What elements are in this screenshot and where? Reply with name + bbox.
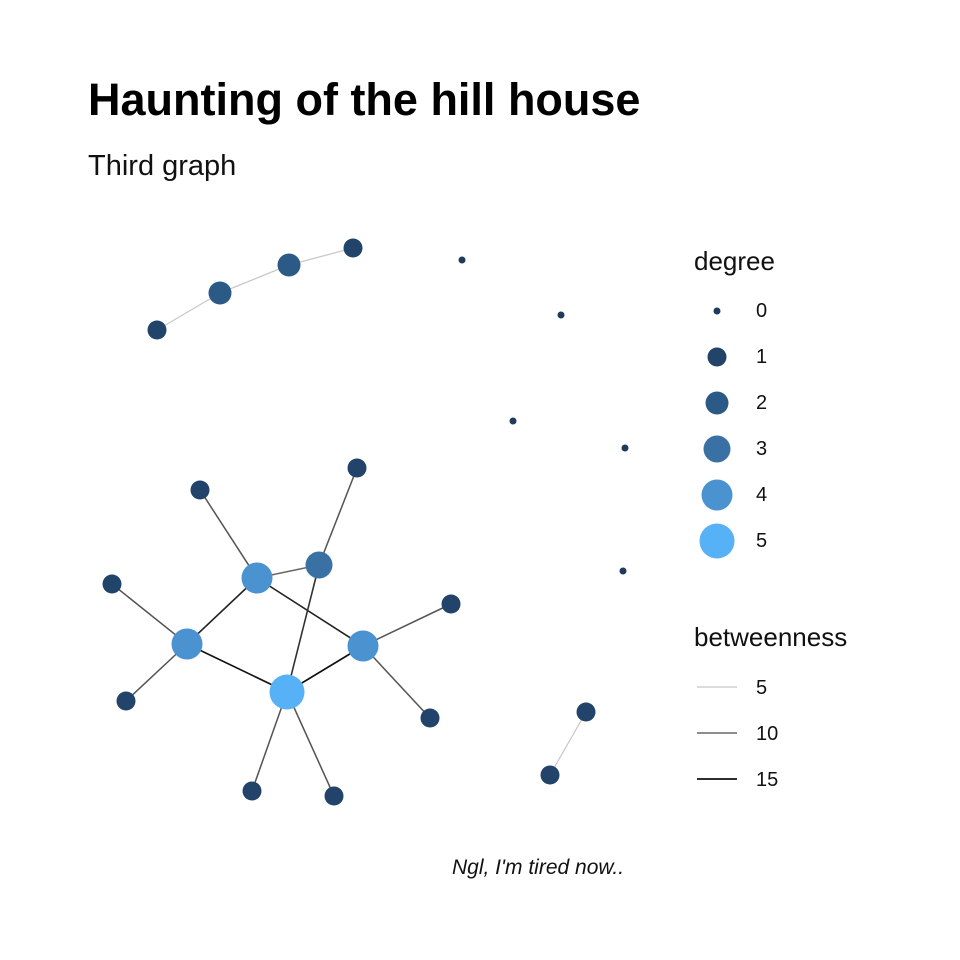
edge-h1-h4 <box>186 577 258 645</box>
edge-l1-h1 <box>199 489 258 579</box>
legend-betweenness-label-15: 15 <box>756 769 779 791</box>
edge-l8-h5 <box>286 691 335 797</box>
node-l4 <box>420 708 440 728</box>
legend-degree-label-3: 3 <box>756 438 768 460</box>
edge-l3-h3 <box>362 603 452 647</box>
node-h3 <box>347 630 379 662</box>
node-l2 <box>347 458 367 478</box>
legend-degree-key-1 <box>707 347 727 367</box>
legend-degree-key-2 <box>705 391 729 415</box>
legend-betweenness-label-10: 10 <box>756 723 779 745</box>
node-l1 <box>190 480 210 500</box>
legend-degree-title: degree <box>694 246 775 276</box>
legend-degree-key-4 <box>701 479 733 511</box>
node-i5 <box>619 567 627 575</box>
node-d2 <box>540 765 560 785</box>
legend-degree-keys <box>699 307 735 559</box>
edge-l4-h3 <box>362 645 431 719</box>
edge-h4-h5 <box>186 643 288 693</box>
node-i2 <box>557 311 565 319</box>
chart-title: Haunting of the hill house <box>88 74 641 125</box>
node-h5 <box>269 674 305 710</box>
graph-nodes <box>102 238 629 806</box>
legend-betweenness-title: betweenness <box>694 622 848 652</box>
legend-degree-label-2: 2 <box>756 392 768 414</box>
legend-degree-label-0: 0 <box>756 300 768 322</box>
node-l5 <box>102 574 122 594</box>
edge-l2-h2 <box>318 467 358 566</box>
edge-l5-h4 <box>111 583 188 645</box>
node-i3 <box>509 417 517 425</box>
chart-caption: Ngl, I'm tired now.. <box>452 856 625 879</box>
chart-subtitle: Third graph <box>88 150 237 182</box>
node-i1 <box>458 256 466 264</box>
node-p1 <box>147 320 167 340</box>
legend-degree-label-4: 4 <box>756 484 768 506</box>
edge-d1-d2 <box>549 711 587 776</box>
legend-degree-key-3 <box>703 435 731 463</box>
edge-h1-h3 <box>256 577 364 647</box>
edge-p1-p2 <box>156 292 221 331</box>
legend-degree-key-5 <box>699 523 735 559</box>
node-l3 <box>441 594 461 614</box>
node-d1 <box>576 702 596 722</box>
node-h1 <box>241 562 273 594</box>
legend-degree-label-5: 5 <box>756 530 768 552</box>
node-l7 <box>242 781 262 801</box>
legend-degree-key-0 <box>713 307 721 315</box>
node-h4 <box>171 628 203 660</box>
legend-betweenness-keys <box>697 686 737 780</box>
node-i4 <box>621 444 629 452</box>
edge-l7-h5 <box>251 691 288 792</box>
node-l8 <box>324 786 344 806</box>
edge-p2-p3 <box>219 264 290 294</box>
legend-betweenness-label-5: 5 <box>756 677 768 699</box>
node-p4 <box>343 238 363 258</box>
node-p3 <box>277 253 301 277</box>
node-l6 <box>116 691 136 711</box>
graph-edges <box>111 247 587 797</box>
edge-h2-h5 <box>286 564 320 693</box>
legend-degree-label-1: 1 <box>756 346 768 368</box>
node-p2 <box>208 281 232 305</box>
node-h2 <box>305 551 333 579</box>
